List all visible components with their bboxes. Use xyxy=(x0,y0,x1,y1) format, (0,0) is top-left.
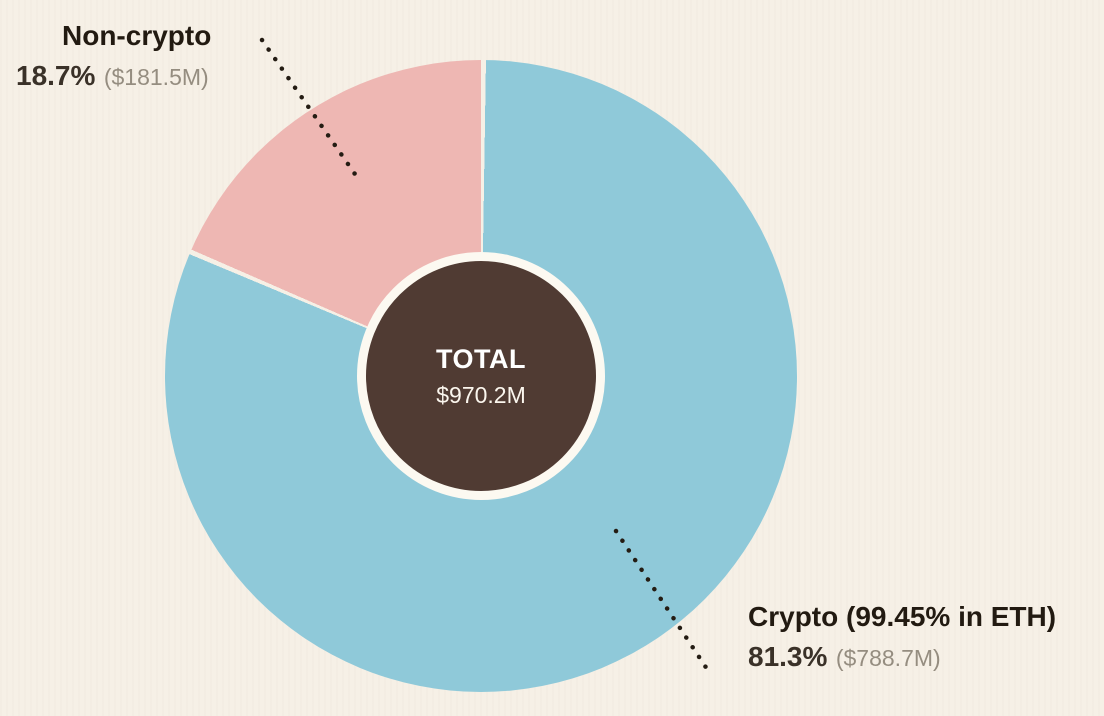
non-crypto-title: Non-crypto xyxy=(62,20,212,51)
annotation-non-crypto: Non-crypto 18.7% ($181.5M) xyxy=(16,20,212,92)
non-crypto-amount: ($181.5M) xyxy=(103,64,209,90)
crypto-percent: 81.3% xyxy=(748,641,828,672)
total-value: $970.2M xyxy=(436,381,526,408)
crypto-stats: 81.3% ($788.7M) xyxy=(748,641,1056,673)
crypto-title: Crypto (99.45% in ETH) xyxy=(748,601,1057,632)
non-crypto-stats: 18.7% ($181.5M) xyxy=(16,60,211,92)
crypto-amount: ($788.7M) xyxy=(835,645,941,671)
donut-center: TOTAL $970.2M xyxy=(357,252,605,500)
annotation-crypto: Crypto (99.45% in ETH) 81.3% ($788.7M) xyxy=(748,601,1056,673)
non-crypto-percent: 18.7% xyxy=(16,60,96,91)
total-title: TOTAL xyxy=(436,343,526,374)
